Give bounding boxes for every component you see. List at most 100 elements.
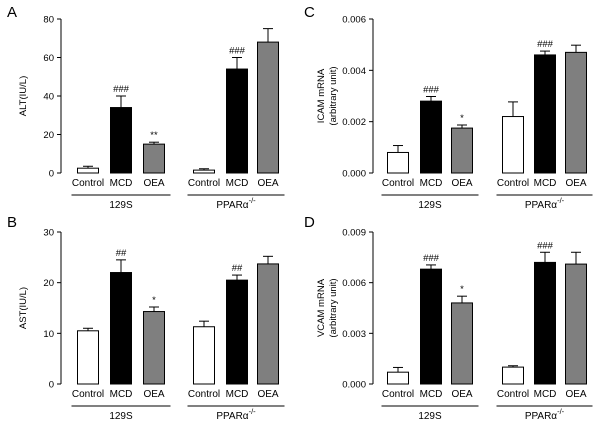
bar-oea: [565, 51, 587, 174]
bar-mcd: [226, 68, 248, 174]
bar-control: [387, 151, 409, 174]
y-axis-label: (arbitrary unit): [328, 66, 339, 125]
bar-mcd: [420, 268, 442, 385]
bar-oea: [257, 263, 279, 385]
significance-mark: **: [150, 130, 158, 141]
group-label: PPARα-/-: [216, 407, 256, 422]
y-tick-label: 0.006: [342, 278, 366, 289]
y-tick-label: 80: [43, 15, 54, 26]
x-category-label: MCD: [226, 178, 249, 189]
x-category-label: Control: [72, 389, 104, 400]
bar-control: [387, 371, 409, 385]
y-tick-label: 0.006: [342, 15, 366, 26]
group-label-superscript: -/-: [557, 196, 565, 205]
group-label: PPARα-/-: [525, 196, 565, 211]
panel-c-letter: C: [304, 4, 315, 21]
bar-oea: [257, 41, 279, 174]
bar-mcd: [226, 279, 248, 385]
significance-mark: ###: [423, 253, 440, 264]
bar-oea: [565, 263, 587, 385]
x-category-label: Control: [382, 389, 414, 400]
bar-control: [502, 116, 524, 174]
panel-d-letter: D: [304, 214, 315, 231]
group-label: 129S: [109, 200, 133, 211]
x-category-label: Control: [188, 178, 220, 189]
significance-mark: ###: [537, 39, 554, 50]
significance-mark: ##: [116, 248, 127, 259]
y-tick-label: 0.009: [342, 228, 366, 239]
x-category-label: MCD: [420, 178, 443, 189]
y-tick-label: 0.000: [342, 380, 366, 391]
x-category-label: Control: [188, 389, 220, 400]
group-label-superscript: -/-: [249, 407, 257, 416]
x-category-label: MCD: [226, 389, 249, 400]
significance-mark: ###: [423, 85, 440, 96]
bar-oea: [143, 311, 165, 385]
y-tick-label: 20: [43, 278, 54, 289]
x-category-label: Control: [382, 178, 414, 189]
panel-a-letter: A: [7, 4, 17, 21]
x-category-label: OEA: [451, 389, 472, 400]
y-tick-label: 60: [43, 53, 54, 64]
x-category-label: OEA: [143, 178, 164, 189]
y-tick-label: 20: [43, 130, 54, 141]
significance-mark: ###: [537, 240, 554, 251]
y-tick-label: 0.004: [342, 66, 366, 77]
bar-oea: [143, 143, 165, 174]
y-axis-label: AST(IU/L): [18, 287, 29, 329]
x-category-label: OEA: [565, 389, 586, 400]
group-label: 129S: [418, 200, 442, 211]
group-label: PPARα-/-: [216, 196, 256, 211]
bar-control: [77, 167, 99, 174]
y-tick-label: 0.000: [342, 169, 366, 180]
bar-oea: [451, 302, 473, 385]
x-category-label: OEA: [451, 178, 472, 189]
x-category-label: Control: [72, 178, 104, 189]
significance-mark: ##: [232, 263, 243, 274]
bar-control: [502, 366, 524, 385]
y-tick-label: 10: [43, 329, 54, 340]
x-category-label: OEA: [257, 178, 278, 189]
group-label-superscript: -/-: [557, 407, 565, 416]
x-category-label: OEA: [565, 178, 586, 189]
x-category-label: Control: [497, 389, 529, 400]
group-label-superscript: -/-: [249, 196, 257, 205]
bar-mcd: [110, 272, 132, 385]
bar-mcd: [110, 107, 132, 174]
significance-mark: *: [460, 284, 464, 295]
y-axis-label: (arbitrary unit): [328, 278, 339, 337]
significance-mark: ###: [113, 84, 130, 95]
y-axis-label: ALT(IU/L): [18, 76, 29, 116]
significance-mark: *: [152, 295, 156, 306]
bar-control: [77, 330, 99, 385]
group-label: PPARα-/-: [525, 407, 565, 422]
bar-mcd: [420, 100, 442, 174]
x-category-label: MCD: [534, 389, 557, 400]
y-axis-label: VCAM mRNA: [316, 278, 327, 337]
significance-mark: ###: [229, 46, 246, 57]
panel-b-letter: B: [7, 214, 17, 231]
bar-oea: [451, 127, 473, 174]
bar-mcd: [534, 54, 556, 174]
x-category-label: MCD: [110, 389, 133, 400]
y-tick-label: 30: [43, 228, 54, 239]
x-category-label: MCD: [534, 178, 557, 189]
x-category-label: MCD: [110, 178, 133, 189]
y-axis-label: ICAM mRNA: [316, 68, 327, 123]
group-label: 129S: [418, 411, 442, 422]
y-tick-label: 0: [49, 169, 54, 180]
y-tick-label: 0.002: [342, 117, 366, 128]
y-tick-label: 0.003: [342, 329, 366, 340]
x-category-label: OEA: [143, 389, 164, 400]
bar-mcd: [534, 261, 556, 385]
x-category-label: MCD: [420, 389, 443, 400]
bar-control: [193, 169, 215, 174]
y-tick-label: 40: [43, 92, 54, 103]
significance-mark: *: [460, 113, 464, 124]
group-label: 129S: [109, 411, 133, 422]
bar-control: [193, 326, 215, 385]
y-tick-label: 0: [49, 380, 54, 391]
x-category-label: Control: [497, 178, 529, 189]
x-category-label: OEA: [257, 389, 278, 400]
